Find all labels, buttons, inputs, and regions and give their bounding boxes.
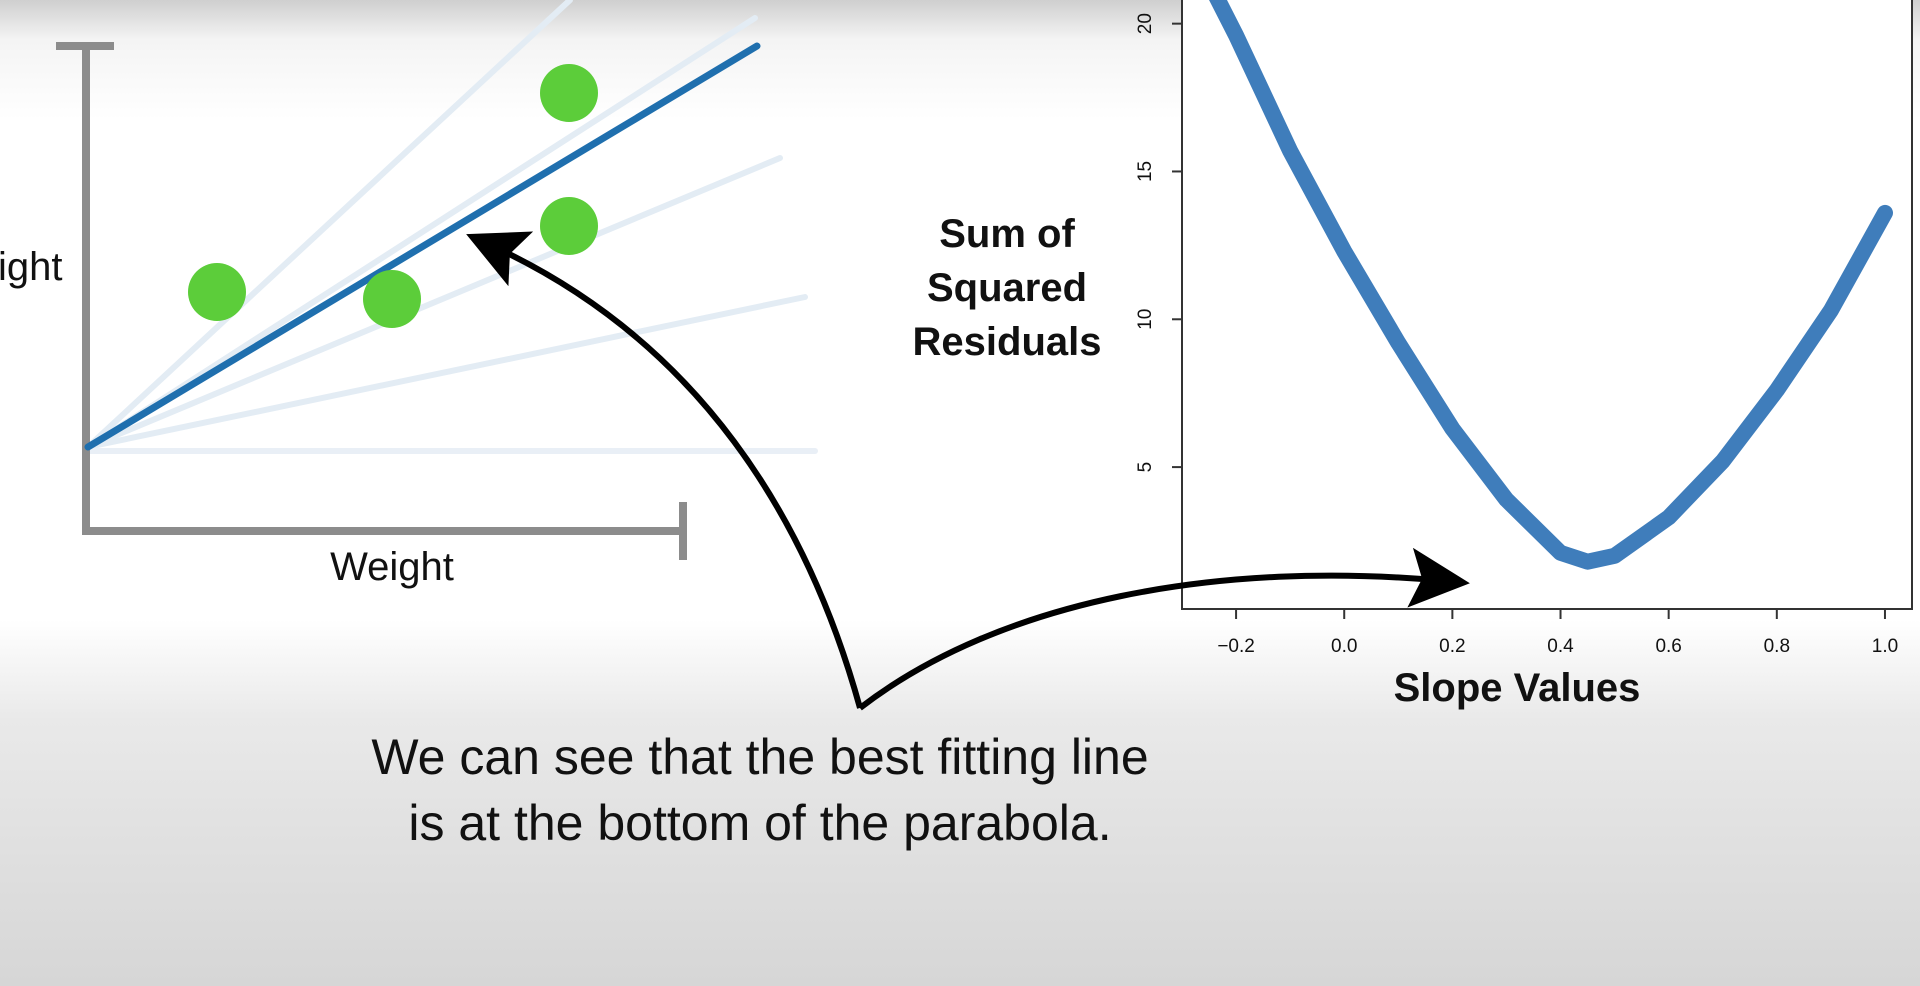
data-point: [188, 263, 246, 321]
plot-frame: [1181, 0, 1913, 610]
connector-arrow-to-minimum: [858, 547, 1470, 711]
x-tick-label: 0.2: [1439, 636, 1465, 657]
x-tick-label: 0.0: [1331, 636, 1357, 657]
x-tick-label: 0.8: [1764, 636, 1790, 657]
data-point: [540, 64, 598, 122]
weight-axis-label: Weight: [330, 545, 454, 589]
y-tick-label: 20: [1135, 13, 1156, 34]
connector-arrow-to-line: [466, 231, 863, 709]
data-point: [363, 270, 421, 328]
x-tick-label: −0.2: [1217, 636, 1255, 657]
caption-line-1: We can see that the best fitting line: [371, 729, 1149, 785]
data-point: [540, 197, 598, 255]
candidate-lines: [85, 0, 818, 454]
candidate-line: [85, 155, 783, 450]
caption-line-2: is at the bottom of the parabola.: [408, 795, 1112, 851]
x-tick-label: 1.0: [1872, 636, 1898, 657]
y-axis-title-line-3: Residuals: [913, 320, 1102, 364]
y-tick-label: 10: [1135, 309, 1156, 330]
caption: We can see that the best fitting line is…: [260, 724, 1260, 856]
x-axis-title: Slope Values: [1394, 666, 1641, 710]
y-tick-label: 5: [1135, 462, 1156, 473]
y-tick-label: 15: [1135, 161, 1156, 182]
candidate-line: [85, 15, 758, 450]
x-axis-ticks: −0.2 0.0 0.2 0.4 0.6 0.8 1.0: [1217, 609, 1898, 657]
candidate-line: [85, 294, 808, 450]
x-tick-label: 0.6: [1655, 636, 1681, 657]
y-axis-ticks: 5 10 15 20: [1135, 13, 1182, 472]
height-axis-label-partial: ight: [0, 245, 63, 289]
parabola-chart: Sum of Squared Residuals 5 10 15 20 −0.2 0.0…: [913, 0, 1913, 710]
candidate-line: [85, 0, 573, 450]
y-axis-title-line-2: Squared: [927, 266, 1087, 310]
x-tick-label: 0.4: [1547, 636, 1574, 657]
best-fit-line: [84, 42, 761, 451]
data-points: [188, 64, 598, 328]
y-axis-title-line-1: Sum of: [939, 212, 1075, 256]
sse-curve: [1209, 0, 1893, 570]
scatter-plot: Weight ight: [0, 0, 818, 589]
